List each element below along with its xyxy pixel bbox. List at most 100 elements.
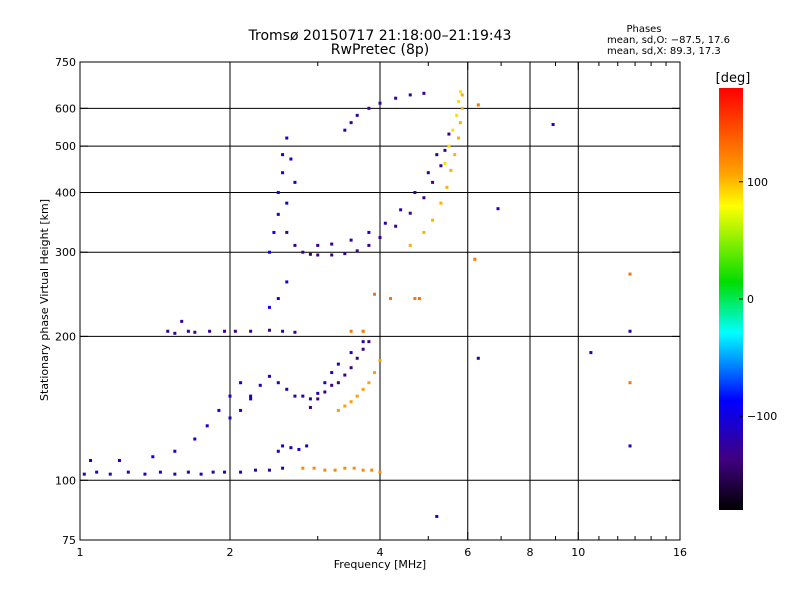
x-tick-label: 8 xyxy=(527,546,534,559)
data-point xyxy=(239,470,243,474)
y-tick-label: 400 xyxy=(55,186,76,199)
data-point xyxy=(426,171,430,175)
data-point xyxy=(361,468,365,472)
data-point xyxy=(343,128,347,132)
data-point xyxy=(208,329,212,333)
data-point xyxy=(383,221,387,225)
y-axis-label: Stationary phase Virtual Height [km] xyxy=(38,199,51,401)
data-point xyxy=(370,468,374,472)
data-point xyxy=(445,185,449,189)
grid-lines xyxy=(80,62,680,540)
data-point xyxy=(126,470,130,474)
data-point xyxy=(95,470,99,474)
chart-subtitle: RwPretec (8p) xyxy=(331,42,429,58)
data-point xyxy=(628,272,632,276)
data-point xyxy=(281,329,285,333)
data-point xyxy=(355,249,359,253)
data-point xyxy=(457,136,461,140)
data-point xyxy=(258,383,262,387)
data-point xyxy=(439,201,443,205)
data-point xyxy=(449,168,453,172)
data-point xyxy=(281,444,285,448)
data-point xyxy=(431,180,435,184)
data-point xyxy=(249,329,253,333)
data-point xyxy=(628,329,632,333)
data-point xyxy=(439,164,443,168)
data-point xyxy=(451,128,455,132)
data-point xyxy=(447,144,451,148)
data-point xyxy=(308,405,312,409)
data-point xyxy=(301,466,305,470)
data-point xyxy=(389,297,393,301)
data-point xyxy=(82,472,86,476)
y-tick-label: 100 xyxy=(55,474,76,487)
data-point xyxy=(276,297,280,301)
data-point xyxy=(228,394,232,398)
data-point xyxy=(355,394,359,398)
y-tick-label: 300 xyxy=(55,246,76,259)
data-point xyxy=(373,371,377,375)
data-point xyxy=(193,330,197,334)
data-point xyxy=(422,196,426,200)
data-point xyxy=(453,153,457,157)
x-tick-label: 4 xyxy=(377,546,384,559)
data-point xyxy=(323,381,327,385)
data-point xyxy=(336,408,340,412)
data-point xyxy=(349,366,353,370)
legend-line-x: mean, sd,X: 89.3, 17.3 xyxy=(607,46,721,57)
data-point xyxy=(460,93,464,97)
data-point xyxy=(343,466,347,470)
data-point xyxy=(186,470,190,474)
data-point xyxy=(173,331,177,335)
data-point xyxy=(285,230,289,234)
data-point xyxy=(249,394,253,398)
data-point xyxy=(285,387,289,391)
data-point xyxy=(301,250,305,254)
x-tick-label: 16 xyxy=(673,546,687,559)
data-point xyxy=(349,351,353,355)
data-point xyxy=(285,280,289,284)
data-point xyxy=(186,329,190,333)
chart-title: Tromsø 20150717 21:18:00–21:19:43 xyxy=(248,28,512,44)
data-point xyxy=(457,100,461,104)
legend-line-o: mean, sd,O: −87.5, 17.6 xyxy=(607,35,730,46)
data-point xyxy=(166,329,170,333)
data-point xyxy=(217,408,221,412)
data-point xyxy=(143,472,147,476)
data-point xyxy=(367,106,371,110)
data-point xyxy=(458,90,462,94)
data-point xyxy=(223,329,227,333)
data-point xyxy=(330,383,334,387)
data-point xyxy=(413,190,417,194)
data-point xyxy=(435,153,439,157)
data-point xyxy=(349,400,353,404)
data-point xyxy=(276,212,280,216)
data-point xyxy=(349,121,353,125)
data-point xyxy=(312,466,316,470)
data-point xyxy=(378,101,382,105)
data-point xyxy=(211,470,215,474)
data-point xyxy=(199,472,203,476)
data-point xyxy=(378,236,382,240)
colorbar-tick-label: −100 xyxy=(747,410,777,423)
data-point xyxy=(316,253,320,257)
data-point xyxy=(305,444,309,448)
data-point xyxy=(355,356,359,360)
data-points xyxy=(82,90,632,518)
data-point xyxy=(443,161,447,165)
data-point xyxy=(349,329,353,333)
data-point xyxy=(367,230,371,234)
data-point xyxy=(267,328,271,332)
data-point xyxy=(316,397,320,401)
data-point xyxy=(285,201,289,205)
data-point xyxy=(267,468,271,472)
data-point xyxy=(285,136,289,140)
data-point xyxy=(301,394,305,398)
data-point xyxy=(330,371,334,375)
x-tick-label: 1 xyxy=(77,546,84,559)
data-point xyxy=(399,208,403,212)
plot-axes xyxy=(79,61,681,541)
data-point xyxy=(333,468,337,472)
data-point xyxy=(289,157,293,161)
